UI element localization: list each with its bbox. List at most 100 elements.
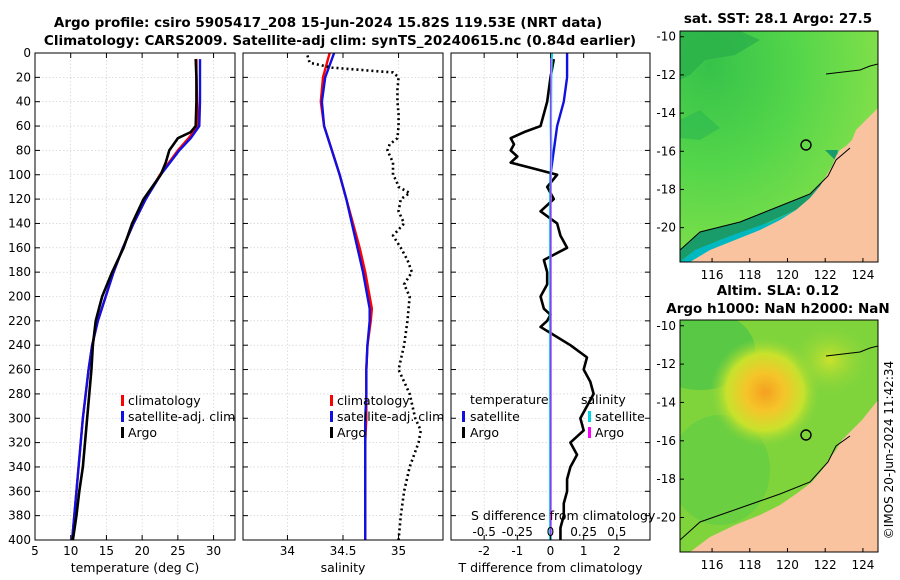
y-tick-label: 360 bbox=[8, 484, 31, 498]
sst-map bbox=[680, 31, 878, 262]
y-tick-label: 220 bbox=[8, 314, 31, 328]
series-line-satellite-adj-clim bbox=[320, 52, 371, 540]
sst-map-ticks: 116 118 120 122 124 -10 -12 -14 -16 -18 -20 bbox=[656, 30, 874, 282]
y-tick-label: 300 bbox=[8, 411, 31, 425]
s-legend-swatch-climatology bbox=[330, 395, 333, 406]
x-top-tick-label: 0 bbox=[547, 525, 555, 539]
x-top-tick-label: -0.25 bbox=[502, 525, 533, 539]
map-x-tick-label: 116 bbox=[701, 558, 724, 572]
map-y-tick-label: -10 bbox=[656, 319, 676, 333]
map-y-tick-label: -16 bbox=[656, 144, 676, 158]
x-tick-label: 34.5 bbox=[330, 544, 357, 558]
d-legend-swatch-s-satellite bbox=[588, 411, 591, 422]
y-tick-label: 400 bbox=[8, 533, 31, 547]
map-x-tick-label: 124 bbox=[851, 558, 874, 572]
temperature-panel: 5 10 15 20 25 30 temperature (deg C) 0 20 40 60 80 1… bbox=[8, 46, 236, 575]
map-x-tick-label: 122 bbox=[814, 268, 837, 282]
difference-panel: -2 -1 0 1 2 T difference from climatology S di… bbox=[450, 52, 656, 575]
x-tick-label: 5 bbox=[31, 544, 39, 558]
legend-swatch-climatology bbox=[121, 395, 124, 406]
sst-isobath-north bbox=[825, 63, 878, 75]
y-tick-label: 180 bbox=[8, 265, 31, 279]
y-tick-label: 340 bbox=[8, 460, 31, 474]
map-x-tick-label: 122 bbox=[814, 558, 837, 572]
y-tick-label: 0 bbox=[23, 46, 31, 60]
legend-label-climatology: climatology bbox=[128, 393, 201, 408]
s-legend-swatch-argo bbox=[330, 427, 333, 438]
map-y-tick-label: -20 bbox=[656, 510, 676, 524]
map-y-tick-label: -12 bbox=[656, 357, 676, 371]
x-tick-label: 34 bbox=[280, 544, 295, 558]
sla-map bbox=[680, 320, 878, 552]
s-legend-swatch-satellite bbox=[330, 411, 333, 422]
map-x-tick-label: 118 bbox=[738, 268, 761, 282]
x-tick-label: 0 bbox=[547, 544, 555, 558]
y-tick-label: 380 bbox=[8, 509, 31, 523]
s-legend-label-argo: Argo bbox=[337, 425, 366, 440]
y-tick-label: 240 bbox=[8, 338, 31, 352]
map2-title-line-2: Argo h1000: NaN h2000: NaN bbox=[666, 301, 889, 317]
y-tick-label: 140 bbox=[8, 216, 31, 230]
map1-title: sat. SST: 28.1 Argo: 27.5 bbox=[684, 11, 872, 27]
x-axis-label: T difference from climatology bbox=[457, 560, 643, 575]
sla-isobath-north bbox=[825, 345, 878, 357]
sst-shelf-band bbox=[680, 150, 838, 262]
sst-cool-patch-2 bbox=[680, 110, 720, 140]
y-tick-label: 80 bbox=[16, 143, 31, 157]
series-line-satellite-adj-clim bbox=[70, 59, 202, 541]
sla-argo-marker bbox=[800, 429, 812, 441]
sst-map-frame bbox=[679, 30, 879, 263]
legend-label-argo: Argo bbox=[128, 425, 157, 440]
legend-label-satellite: satellite-adj. clim bbox=[128, 409, 235, 424]
y-tick-label: 20 bbox=[16, 70, 31, 84]
series-line-t-argo bbox=[509, 58, 595, 540]
map-x-tick-label: 118 bbox=[738, 558, 761, 572]
y-tick-label: 280 bbox=[8, 387, 31, 401]
y-tick-label: 100 bbox=[8, 168, 31, 182]
d-legend-swatch-t-argo bbox=[462, 427, 465, 438]
temperature-legend: climatology satellite-adj. clim Argo bbox=[121, 393, 235, 440]
x-tick-label: 1 bbox=[580, 544, 588, 558]
x-top-tick-label: 0.25 bbox=[570, 525, 597, 539]
axes-frame bbox=[34, 52, 236, 541]
d-legend-label-t-argo: Argo bbox=[470, 425, 499, 440]
map-y-tick-label: -14 bbox=[656, 106, 676, 120]
y-tick-label: 200 bbox=[8, 290, 31, 304]
x-tick-label: 35 bbox=[391, 544, 406, 558]
x-axis-label: temperature (deg C) bbox=[71, 560, 200, 575]
d-legend-title-temperature: temperature bbox=[470, 392, 549, 407]
x-tick-label: 10 bbox=[63, 544, 78, 558]
sst-argo-marker bbox=[800, 139, 812, 151]
map-y-tick-label: -10 bbox=[656, 30, 676, 44]
map-x-tick-label: 116 bbox=[701, 268, 724, 282]
sst-isobath bbox=[680, 147, 851, 251]
y-tick-label: 320 bbox=[8, 436, 31, 450]
difference-legend: temperature satellite Argo salinity sate… bbox=[462, 392, 645, 440]
y-tick-label: 260 bbox=[8, 363, 31, 377]
x-tick-label: -2 bbox=[478, 544, 490, 558]
series-line-argo bbox=[71, 59, 198, 541]
sla-mid-anomaly bbox=[790, 325, 870, 395]
credit-stamp: ©IMOS 20-Jun-2024 11:42:34 bbox=[882, 361, 896, 539]
x-tick-label: 15 bbox=[99, 544, 114, 558]
map-y-tick-label: -18 bbox=[656, 472, 676, 486]
x-axis-label: salinity bbox=[321, 560, 366, 575]
y-tick-label: 120 bbox=[8, 192, 31, 206]
x-tick-label: 30 bbox=[206, 544, 221, 558]
d-legend-title-salinity: salinity bbox=[581, 392, 626, 407]
map-x-tick-label: 120 bbox=[776, 558, 799, 572]
salinity-legend: climatology satellite-adj. clim Argo bbox=[330, 393, 444, 440]
x-tick-label: -1 bbox=[511, 544, 523, 558]
salinity-panel: 34 34.5 35 salinity bbox=[242, 52, 444, 575]
series-line-argo bbox=[306, 55, 423, 541]
map-y-tick-label: -20 bbox=[656, 221, 676, 235]
s-legend-label-satellite: satellite-adj. clim bbox=[337, 409, 444, 424]
d-legend-label-t-satellite: satellite bbox=[470, 409, 520, 424]
d-legend-swatch-t-satellite bbox=[462, 411, 465, 422]
map-x-tick-label: 120 bbox=[776, 268, 799, 282]
legend-swatch-argo bbox=[121, 427, 124, 438]
d-legend-swatch-s-argo bbox=[588, 427, 591, 438]
sla-map-frame bbox=[679, 319, 879, 553]
x-top-tick-label: -0.5 bbox=[472, 525, 495, 539]
